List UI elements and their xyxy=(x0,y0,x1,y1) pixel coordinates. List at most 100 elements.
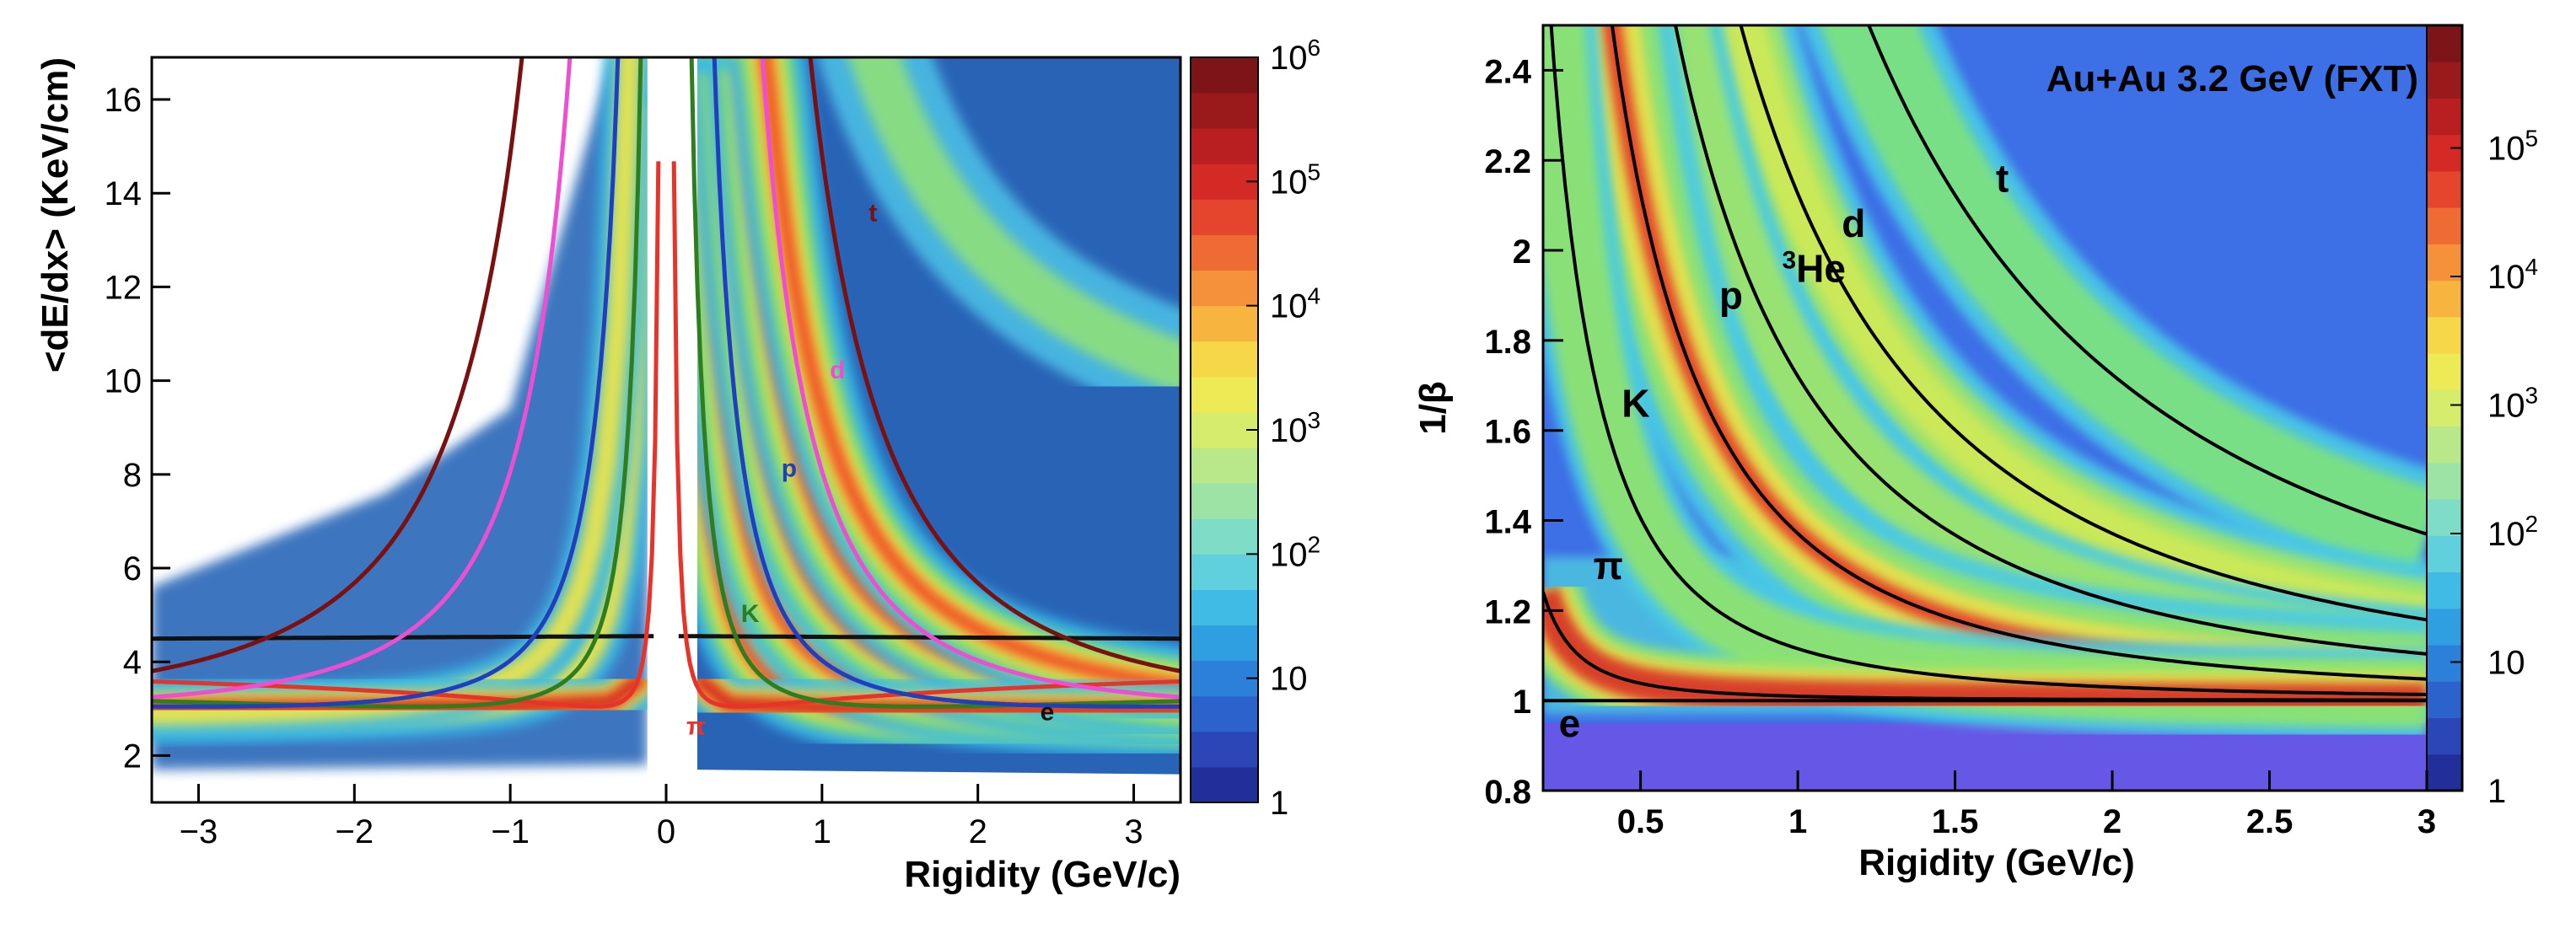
right-colorbar-tick-label: 103 xyxy=(2487,383,2538,425)
left-colorbar-swatch xyxy=(1191,270,1258,307)
left-colorbar-tick-label: 102 xyxy=(1270,531,1320,573)
right-colorbar-swatch xyxy=(2427,25,2462,62)
left-colorbar-swatch xyxy=(1191,483,1258,519)
left-curve-labels: e π Kp d t xyxy=(686,200,1054,741)
right-colorbar-tick-label: 102 xyxy=(2487,511,2538,553)
right-label-3He: 3He xyxy=(1782,246,1846,290)
left-y-tick-label: 16 xyxy=(105,82,143,119)
right-label-K: K xyxy=(1621,382,1649,426)
right-chart-title: Au+Au 3.2 GeV (FXT) xyxy=(2046,58,2418,99)
right-y-axis: 0.8 1 1.2 1.4 1.6 1.8 2 2.2 2.4 xyxy=(1484,53,1563,811)
right-frame xyxy=(1541,24,2464,792)
right-label-p: p xyxy=(1719,273,1743,317)
right-y-tick-label: 1.6 xyxy=(1484,414,1531,451)
left-colorbar-swatch xyxy=(1191,93,1258,129)
right-colorbar-swatch xyxy=(2427,608,2462,646)
right-colorbar: 1 10 102 103 104 105 xyxy=(2426,24,2538,810)
left-colorbar-tick-label: 1 xyxy=(1270,785,1288,822)
right-colorbar-swatch xyxy=(2427,316,2462,354)
left-y-tick-label: 14 xyxy=(105,175,143,212)
right-x-tick-label: 2.5 xyxy=(2246,803,2294,840)
curve-d-pos xyxy=(760,57,1180,700)
right-colorbar-swatch xyxy=(2427,170,2462,208)
left-colorbar-tick-label: 103 xyxy=(1270,407,1320,449)
right-colorbar-swatch xyxy=(2427,98,2462,136)
left-x-tick-label: −1 xyxy=(491,813,530,850)
left-x-axis: −3 −2 −1 0 1 2 3 xyxy=(180,784,1143,850)
curve-t xyxy=(1867,25,2427,536)
right-y-axis-label: 1/β xyxy=(1412,381,1454,435)
right-colorbar-swatch xyxy=(2427,207,2462,244)
right-colorbar-swatch xyxy=(2427,389,2462,427)
right-colorbar-swatch xyxy=(2427,571,2462,609)
left-x-tick-label: 0 xyxy=(657,813,675,850)
left-colorbar-swatch xyxy=(1191,305,1258,342)
left-label-d: d xyxy=(830,357,845,384)
curve-p xyxy=(1610,25,2427,681)
curve-K-neg xyxy=(152,57,643,709)
left-colorbar-swatch xyxy=(1191,625,1258,662)
left-colorbar-swatch xyxy=(1191,376,1258,413)
right-x-tick-label: 0.5 xyxy=(1617,803,1664,840)
left-colorbar-swatch xyxy=(1191,554,1258,590)
left-y-tick-label: 6 xyxy=(123,550,142,587)
right-expected-curves xyxy=(1543,25,2427,703)
right-colorbar-swatch xyxy=(2427,535,2462,573)
left-colorbar-tick-label: 105 xyxy=(1270,158,1320,201)
left-colorbar-swatch xyxy=(1191,518,1258,555)
right-y-tick-label: 2.4 xyxy=(1484,53,1531,90)
curve-t-neg xyxy=(152,57,524,673)
left-colorbar-swatch xyxy=(1191,128,1258,164)
left-y-axis: 2 4 6 8 10 12 14 16 xyxy=(105,82,170,775)
right-colorbar-tick-label: 104 xyxy=(2487,254,2538,296)
left-label-π: π xyxy=(686,712,706,740)
right-colorbar-swatch xyxy=(2427,645,2462,682)
left-colorbar-swatch xyxy=(1191,57,1258,94)
left-label-p: p xyxy=(782,455,797,483)
right-colorbar-tick-label: 1 xyxy=(2487,773,2506,810)
curve-pi-neg xyxy=(152,161,661,709)
pos-band-4-red xyxy=(757,57,1180,694)
curve-pi xyxy=(1543,591,2427,702)
left-y-tick-label: 8 xyxy=(123,457,142,494)
mip-pos-red xyxy=(691,672,1180,720)
left-colorbar-tick-label: 10 xyxy=(1270,661,1308,698)
right-colorbar-swatch xyxy=(2427,244,2462,282)
right-colorbar-swatch xyxy=(2427,754,2462,791)
right-y-tick-label: 1.2 xyxy=(1484,593,1531,630)
curve-pi-pos xyxy=(671,161,1180,709)
right-colorbar-tick-label: 10 xyxy=(2487,645,2525,682)
curve-K-pos xyxy=(689,57,1180,709)
right-colorbar-swatch xyxy=(2427,280,2462,318)
left-colorbar: 1 10 102 103 104 105 106 xyxy=(1190,35,1320,822)
neg-haze xyxy=(152,57,648,770)
right-y-tick-label: 1.4 xyxy=(1484,504,1531,541)
left-colorbar-swatch xyxy=(1191,341,1258,378)
curve-p-pos xyxy=(712,57,1180,709)
curve-He3 xyxy=(1673,25,2427,656)
left-y-tick-label: 12 xyxy=(105,269,143,306)
left-colorbar-swatch xyxy=(1191,766,1258,803)
right-label-e: e xyxy=(1559,701,1581,745)
right-label-π: π xyxy=(1594,544,1623,587)
left-y-tick-label: 10 xyxy=(105,363,143,400)
left-y-axis-label: <dE/dx> (KeV/cm) xyxy=(35,57,76,373)
right-label-d: d xyxy=(1842,201,1865,245)
right-colorbar-swatch xyxy=(2427,717,2462,755)
left-label-t: t xyxy=(869,200,877,228)
left-colorbar-swatch xyxy=(1191,448,1258,484)
left-label-e: e xyxy=(1041,699,1055,727)
right-colorbar-swatch xyxy=(2427,681,2462,719)
right-label-t: t xyxy=(1996,157,2009,201)
right-colorbar-swatch xyxy=(2427,426,2462,464)
right-y-tick-label: 0.8 xyxy=(1484,774,1531,811)
right-x-tick-label: 1.5 xyxy=(1932,803,1979,840)
right-colorbar-swatch xyxy=(2427,462,2462,500)
left-colorbar-swatch xyxy=(1191,731,1258,768)
left-x-tick-label: 1 xyxy=(813,813,831,850)
left-x-axis-label: Rigidity (GeV/c) xyxy=(904,854,1180,895)
left-x-tick-label: 3 xyxy=(1124,813,1143,850)
